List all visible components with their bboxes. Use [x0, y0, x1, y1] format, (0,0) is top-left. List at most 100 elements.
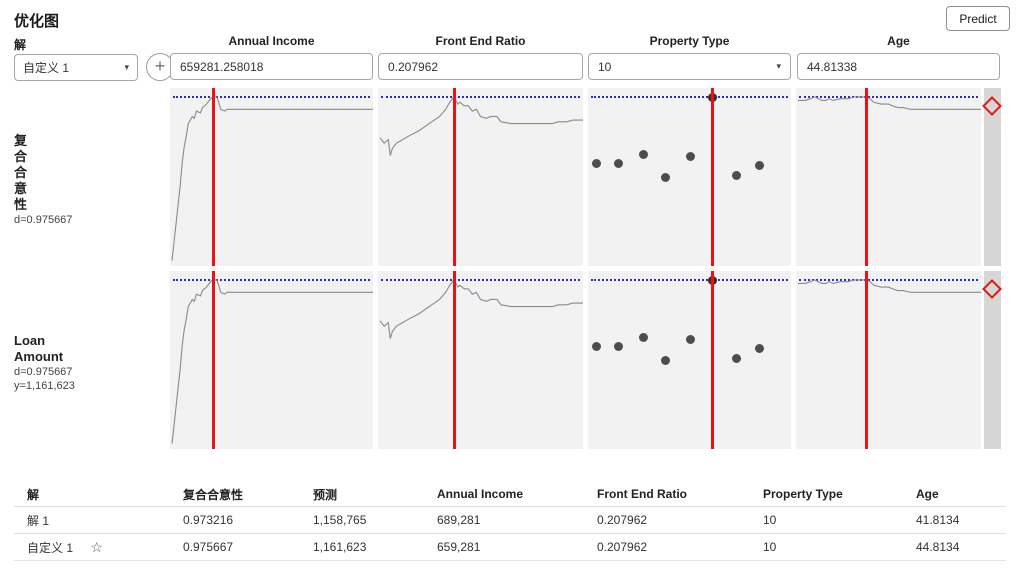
loan-amount-label: Loan — [14, 333, 46, 348]
current-value-line[interactable] — [710, 271, 714, 449]
star-icon[interactable]: ☆ — [90, 538, 103, 555]
profiler-row-desirability — [170, 88, 986, 266]
category-point — [754, 160, 764, 170]
category-point — [614, 158, 624, 168]
category-point — [614, 341, 624, 351]
header-front-end-ratio: Front End Ratio — [597, 487, 687, 501]
header-prediction: 预测 — [313, 487, 338, 502]
row-label-char: 性 — [14, 197, 28, 212]
desirability-stat: d=0.975667 — [14, 214, 73, 226]
category-point — [661, 173, 671, 182]
predict-button[interactable]: Predict — [946, 6, 1010, 31]
profile-curve — [796, 271, 981, 449]
cell-front-end-ratio: 0.207962 — [597, 513, 648, 527]
plot-loan-annual-income[interactable] — [170, 271, 373, 449]
loan-marker-icon[interactable] — [982, 279, 1002, 299]
cell-prediction: 1,158,765 — [313, 513, 367, 527]
solutions-table: 解 复合合意性 预测 Annual Income Front End Ratio… — [14, 482, 1006, 561]
loan-amount-label: Amount — [14, 349, 64, 364]
category-point — [638, 332, 648, 342]
profile-curve — [170, 271, 373, 449]
profile-curve — [378, 271, 583, 449]
loan-scale-strip — [982, 271, 1002, 449]
desirability-scale-strip — [982, 88, 1002, 266]
row-label-char: 合 — [14, 149, 28, 164]
cell-property-type: 10 — [763, 540, 777, 554]
current-value-line[interactable] — [452, 88, 456, 266]
loan-amount-stat-y: y=1,161,623 — [14, 380, 75, 392]
page-title: 优化图 — [14, 13, 60, 30]
controls-row: 解 自定义 1 ▾ + Annual Income 659281.258018 … — [14, 34, 1010, 84]
chevron-down-icon: ▾ — [124, 62, 129, 72]
reference-line — [591, 279, 788, 281]
property-type-value: 10 — [598, 59, 612, 74]
row-label-char: 意 — [14, 181, 28, 196]
current-value-line[interactable] — [865, 271, 869, 449]
reference-line — [173, 279, 370, 281]
cell-desirability: 0.973216 — [183, 513, 234, 527]
desirability-marker-icon[interactable] — [982, 96, 1002, 116]
current-value-line[interactable] — [710, 88, 714, 266]
plot-loan-front-end-ratio[interactable] — [378, 271, 583, 449]
factor-property-type: Property Type 10 ▾ — [588, 34, 791, 80]
header-solution: 解 — [27, 487, 40, 502]
annual-income-input[interactable]: 659281.258018 — [170, 53, 373, 80]
category-point — [685, 151, 695, 161]
factor-age: Age 44.81338 — [797, 34, 1000, 80]
current-value-line[interactable] — [211, 88, 215, 266]
plot-desirability-age[interactable] — [796, 88, 981, 266]
add-solution-button[interactable]: + — [146, 53, 174, 81]
plot-desirability-front-end-ratio[interactable] — [378, 88, 583, 266]
header-property-type: Property Type — [763, 487, 843, 501]
category-point — [685, 334, 695, 344]
category-point — [592, 158, 602, 168]
solution-select[interactable]: 自定义 1 ▾ — [14, 54, 138, 81]
profile-curve — [378, 88, 583, 266]
row-label-desirability: 复 合 合 意 性 d=0.975667 — [14, 133, 164, 227]
age-value: 44.81338 — [807, 59, 858, 74]
cell-age: 44.8134 — [916, 540, 960, 554]
cell-front-end-ratio: 0.207962 — [597, 540, 648, 554]
plot-loan-property-type[interactable] — [588, 271, 791, 449]
category-point — [732, 354, 742, 364]
reference-line — [799, 279, 978, 281]
header-desirability: 复合合意性 — [183, 487, 244, 502]
row-label-loan-amount: Loan Amount d=0.975667 y=1,161,623 — [14, 333, 164, 393]
header-age: Age — [916, 487, 939, 501]
profiler-row-loan-amount — [170, 271, 986, 449]
plot-desirability-property-type[interactable] — [588, 88, 791, 266]
plot-desirability-annual-income[interactable] — [170, 88, 373, 266]
current-value-line[interactable] — [211, 271, 215, 449]
property-type-select[interactable]: 10 ▾ — [588, 53, 791, 80]
solution-select-value: 自定义 1 — [23, 61, 70, 75]
current-value-line[interactable] — [865, 88, 869, 266]
age-input[interactable]: 44.81338 — [797, 53, 1000, 80]
table-header-row: 解 复合合意性 预测 Annual Income Front End Ratio… — [14, 482, 1006, 507]
front-end-ratio-input[interactable]: 0.207962 — [378, 53, 583, 80]
table-row-solution-1[interactable]: 解 1 0.973216 1,158,765 689,281 0.207962 … — [14, 507, 1006, 534]
row-label-char: 复 — [14, 133, 28, 148]
solution-name-text: 自定义 1 — [27, 540, 74, 555]
row-label-char: 合 — [14, 165, 28, 180]
category-point — [754, 343, 764, 353]
loan-amount-stat-d: d=0.975667 — [14, 366, 73, 378]
table-row-custom-1[interactable]: 自定义 1 ☆ 0.975667 1,161,623 659,281 0.207… — [14, 534, 1006, 561]
factor-age-label: Age — [887, 34, 910, 48]
factor-front-end-ratio: Front End Ratio 0.207962 — [378, 34, 583, 80]
category-point — [732, 171, 742, 181]
factor-property-type-label: Property Type — [649, 34, 730, 48]
category-point — [638, 149, 648, 159]
cell-prediction: 1,161,623 — [313, 540, 367, 554]
cell-age: 41.8134 — [916, 513, 960, 527]
reference-line — [173, 96, 370, 98]
reference-line — [381, 279, 580, 281]
plot-loan-age[interactable] — [796, 271, 981, 449]
cell-annual-income: 689,281 — [437, 513, 481, 527]
factor-annual-income-label: Annual Income — [228, 34, 315, 48]
current-value-line[interactable] — [452, 271, 456, 449]
factor-front-end-ratio-label: Front End Ratio — [435, 34, 526, 48]
chevron-down-icon: ▾ — [776, 61, 781, 71]
reference-line — [591, 96, 788, 98]
reference-line — [381, 96, 580, 98]
